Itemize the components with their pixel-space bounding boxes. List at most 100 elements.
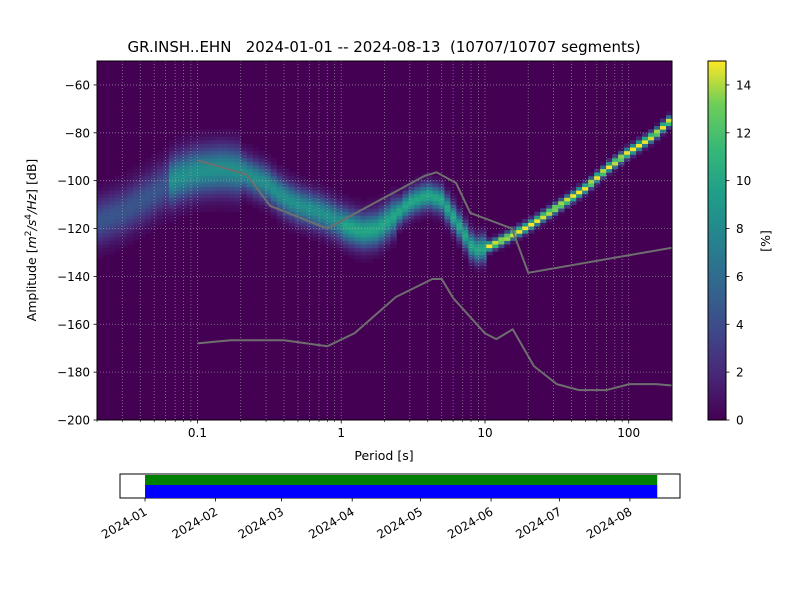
heatmap-cell: [144, 165, 152, 170]
heatmap-cell: [198, 136, 206, 141]
heatmap-cell: [414, 215, 421, 220]
heatmap-cell: [108, 204, 116, 209]
y-tick-label: −140: [57, 270, 90, 284]
heatmap-cell: [282, 172, 290, 177]
heatmap-cell: [126, 236, 134, 241]
coverage-tick-label: 2024-06: [445, 504, 495, 541]
colorbar-gradient: [707, 60, 727, 421]
heatmap-cell: [210, 190, 218, 195]
heatmap-cell: [456, 240, 463, 245]
heatmap-cell: [156, 186, 164, 191]
heatmap-cell: [186, 132, 194, 137]
heatmap-cell: [144, 229, 152, 234]
heatmap-cell: [354, 254, 361, 259]
heatmap-cell: [180, 208, 188, 213]
heatmap-cell: [414, 186, 421, 191]
heatmap-cell: [414, 175, 421, 180]
heatmap-cell: [612, 165, 619, 170]
heatmap-cell: [330, 201, 337, 205]
heatmap-cell: [132, 190, 140, 195]
heatmap-cell: [210, 147, 218, 152]
heatmap-cell: [210, 154, 218, 159]
heatmap-cell: [138, 222, 146, 227]
heatmap-cell: [534, 222, 541, 227]
heatmap-cell: [462, 233, 469, 238]
heatmap-cell: [474, 226, 481, 231]
heatmap-cell: [198, 139, 206, 144]
heatmap-cell: [348, 222, 355, 227]
heatmap-cell: [97, 201, 104, 205]
heatmap-cell: [642, 136, 649, 141]
heatmap-cell: [102, 190, 110, 195]
heatmap-cell: [630, 154, 637, 159]
heatmap-cell: [384, 222, 391, 227]
heatmap-cell: [234, 193, 242, 198]
heatmap-cell: [216, 179, 224, 184]
heatmap-cell: [462, 218, 469, 223]
heatmap-cell: [606, 172, 613, 177]
heatmap-cell: [264, 204, 272, 209]
heatmap-cell: [192, 193, 200, 198]
heatmap-cell: [480, 265, 487, 270]
heatmap-cell: [444, 211, 451, 216]
heatmap-cell: [624, 143, 631, 148]
heatmap-cell: [192, 190, 200, 195]
heatmap-cell: [306, 197, 314, 202]
heatmap-cell: [408, 179, 415, 184]
heatmap-cell: [192, 183, 200, 188]
heatmap-cell: [402, 218, 409, 223]
x-axis-label: Period [s]: [354, 448, 413, 463]
heatmap-cell: [168, 208, 176, 213]
heatmap-cell: [324, 208, 331, 213]
coverage-tick-label: 2024-08: [584, 504, 634, 541]
colorbar-tick-label: 14: [736, 78, 751, 92]
heatmap-cell: [480, 240, 487, 245]
heatmap-cell: [216, 190, 224, 195]
heatmap-cell: [504, 240, 511, 245]
heatmap-cell: [366, 211, 373, 216]
heatmap-cell: [228, 139, 236, 144]
heatmap-cell: [462, 254, 469, 259]
heatmap-cell: [246, 172, 254, 177]
heatmap-cell: [294, 186, 302, 191]
heatmap-cell: [174, 197, 182, 202]
heatmap-cell: [342, 233, 349, 238]
heatmap-cell: [402, 226, 409, 231]
heatmap-cell: [150, 154, 158, 159]
heatmap-cell: [156, 179, 164, 184]
heatmap-cell: [186, 139, 194, 144]
heatmap-cell: [156, 150, 164, 155]
heatmap-cell: [336, 244, 343, 249]
heatmap-cell: [186, 172, 194, 177]
heatmap-cell: [150, 165, 158, 170]
heatmap-cell: [270, 211, 278, 216]
heatmap-cell: [330, 186, 337, 191]
heatmap-cell: [384, 190, 391, 195]
heatmap-cell: [186, 161, 194, 166]
heatmap-cell: [444, 190, 451, 195]
heatmap-cell: [576, 193, 583, 198]
heatmap-cell: [126, 197, 134, 202]
colorbar-tick-label: 6: [736, 270, 744, 284]
heatmap-cell: [108, 215, 116, 220]
heatmap-cell: [204, 168, 212, 173]
heatmap-cell: [468, 251, 475, 256]
heatmap-cell: [162, 218, 170, 223]
heatmap-cell: [252, 175, 260, 180]
heatmap-cell: [576, 186, 583, 191]
heatmap-cell: [354, 226, 361, 231]
heatmap-cell: [228, 183, 236, 188]
heatmap-cell: [192, 150, 200, 155]
heatmap-cell: [276, 179, 284, 184]
heatmap-cell: [312, 197, 320, 202]
heatmap-cell: [228, 143, 236, 148]
heatmap-cell: [132, 183, 140, 188]
heatmap-cell: [258, 197, 266, 202]
heatmap-cell: [144, 172, 152, 177]
heatmap-cell: [186, 183, 194, 188]
heatmap-cell: [378, 247, 385, 252]
heatmap-cell: [378, 236, 385, 241]
heatmap-cell: [150, 208, 158, 213]
heatmap-cell: [324, 233, 331, 238]
heatmap-cell: [324, 222, 331, 227]
